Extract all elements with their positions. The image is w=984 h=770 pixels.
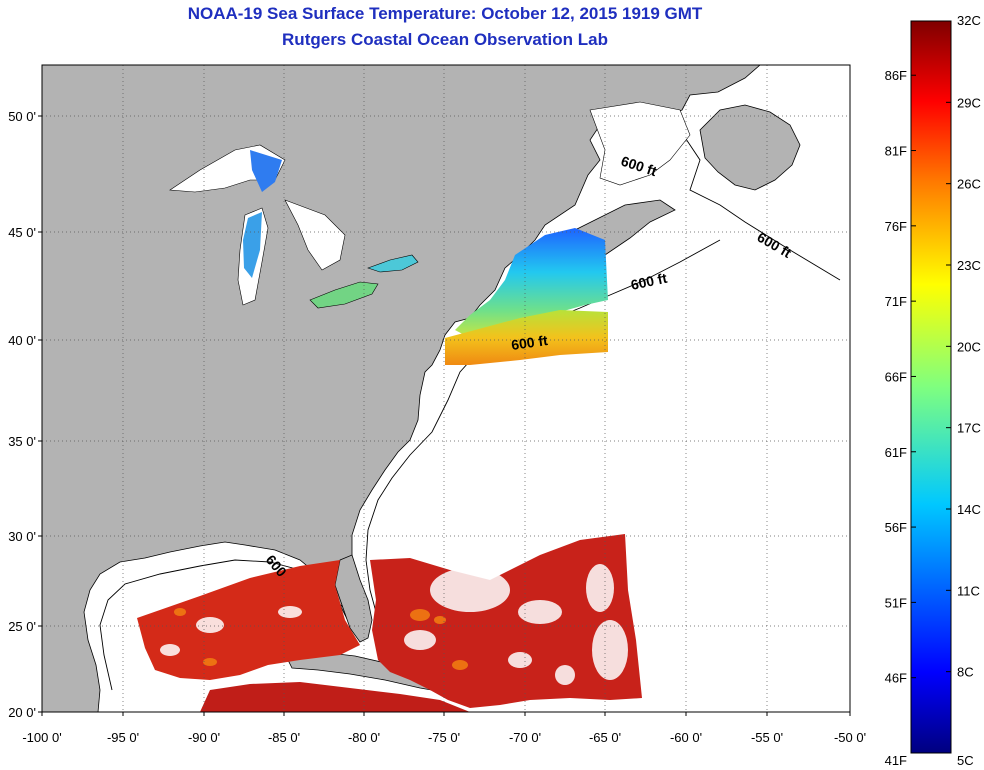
lon-tick-label: -70 0' (509, 730, 541, 745)
lon-tick-label: -55 0' (751, 730, 783, 745)
lat-tick-label: 25 0' (8, 619, 36, 634)
colorbar-fahrenheit-label: 61F (885, 445, 907, 460)
slope-water-sst (445, 310, 608, 365)
lon-tick-label: -95 0' (107, 730, 139, 745)
colorbar-fahrenheit-label: 76F (885, 219, 907, 234)
colorbar-fahrenheit-label: 46F (885, 671, 907, 686)
colorbar-celsius-label: 11C (957, 583, 980, 598)
gulf-of-st-lawrence (589, 101, 691, 186)
lon-tick-label: -100 0' (22, 730, 61, 745)
contour-label-mid-atlantic: 600 ft (510, 332, 549, 353)
lon-tick-label: -80 0' (348, 730, 380, 745)
map-subtitle: Rutgers Coastal Ocean Observation Lab (282, 30, 608, 49)
warm-patches (174, 608, 468, 670)
colorbar-fahrenheit-label: 66F (885, 369, 907, 384)
colorbar-fahrenheit-label: 81F (885, 144, 907, 159)
lake-superior-sst (250, 150, 282, 192)
colorbar (910, 20, 952, 754)
longitude-axis: -100 0' -95 0' -90 0' -85 0' -80 0' -75 0' -70… (22, 712, 866, 745)
caribbean-sst (200, 682, 470, 712)
colorbar-celsius-label: 17C (957, 421, 981, 436)
colorbar-fahrenheit-label: 41F (885, 753, 907, 768)
lat-tick-label: 50 0' (8, 109, 36, 124)
colorbar-celsius-label: 32C (957, 13, 981, 28)
lake-erie-sst (309, 281, 379, 309)
colorbar-celsius-label: 20C (957, 339, 981, 354)
colorbar-labels: 32C 29C 26C 23C 20C 17C 14C 11C 8C 5C 86F 81F 76F 71F… (885, 13, 981, 768)
map-layers (42, 65, 850, 712)
colorbar-celsius-label: 5C (957, 753, 974, 768)
map-title: NOAA-19 Sea Surface Temperature: October… (187, 4, 703, 23)
lon-tick-label: -65 0' (589, 730, 621, 745)
lon-tick-label: -75 0' (428, 730, 460, 745)
colorbar-celsius-label: 14C (957, 502, 981, 517)
graticule (42, 65, 850, 712)
lake-ontario-sst (367, 254, 419, 273)
lake-huron (284, 199, 346, 271)
lat-tick-label: 45 0' (8, 225, 36, 240)
lat-tick-label: 20 0' (8, 705, 36, 720)
colorbar-ticks (911, 20, 951, 754)
newfoundland-land (699, 104, 801, 191)
lat-tick-label: 30 0' (8, 529, 36, 544)
contour-label-georges-bank: 600 ft (629, 270, 668, 293)
lat-tick-label: 40 0' (8, 333, 36, 348)
colorbar-fahrenheit-label: 51F (885, 595, 907, 610)
florida-land (334, 554, 373, 643)
lat-tick-label: 35 0' (8, 434, 36, 449)
gulf-of-mexico-sst (137, 560, 360, 680)
colorbar-celsius-label: 23C (957, 258, 981, 273)
lon-tick-label: -50 0' (834, 730, 866, 745)
colorbar-fahrenheit-label: 56F (885, 520, 907, 535)
colorbar-celsius-label: 26C (957, 177, 981, 192)
colorbar-celsius-label: 8C (957, 665, 974, 680)
lon-tick-label: -60 0' (670, 730, 702, 745)
lon-tick-label: -85 0' (268, 730, 300, 745)
north-america-land (42, 65, 761, 712)
cloud-patches (160, 564, 628, 685)
latitude-axis: 50 0' 45 0' 40 0' 35 0' 30 0' 25 0' 20 0' (8, 109, 42, 720)
map-frame (41, 64, 851, 713)
colorbar-fahrenheit-label: 71F (885, 294, 907, 309)
colorbar-celsius-label: 29C (957, 95, 981, 110)
lon-tick-label: -90 0' (188, 730, 220, 745)
lake-michigan-sst (243, 212, 262, 278)
colorbar-fahrenheit-label: 86F (885, 68, 907, 83)
gulf-of-maine-sst (455, 228, 608, 338)
